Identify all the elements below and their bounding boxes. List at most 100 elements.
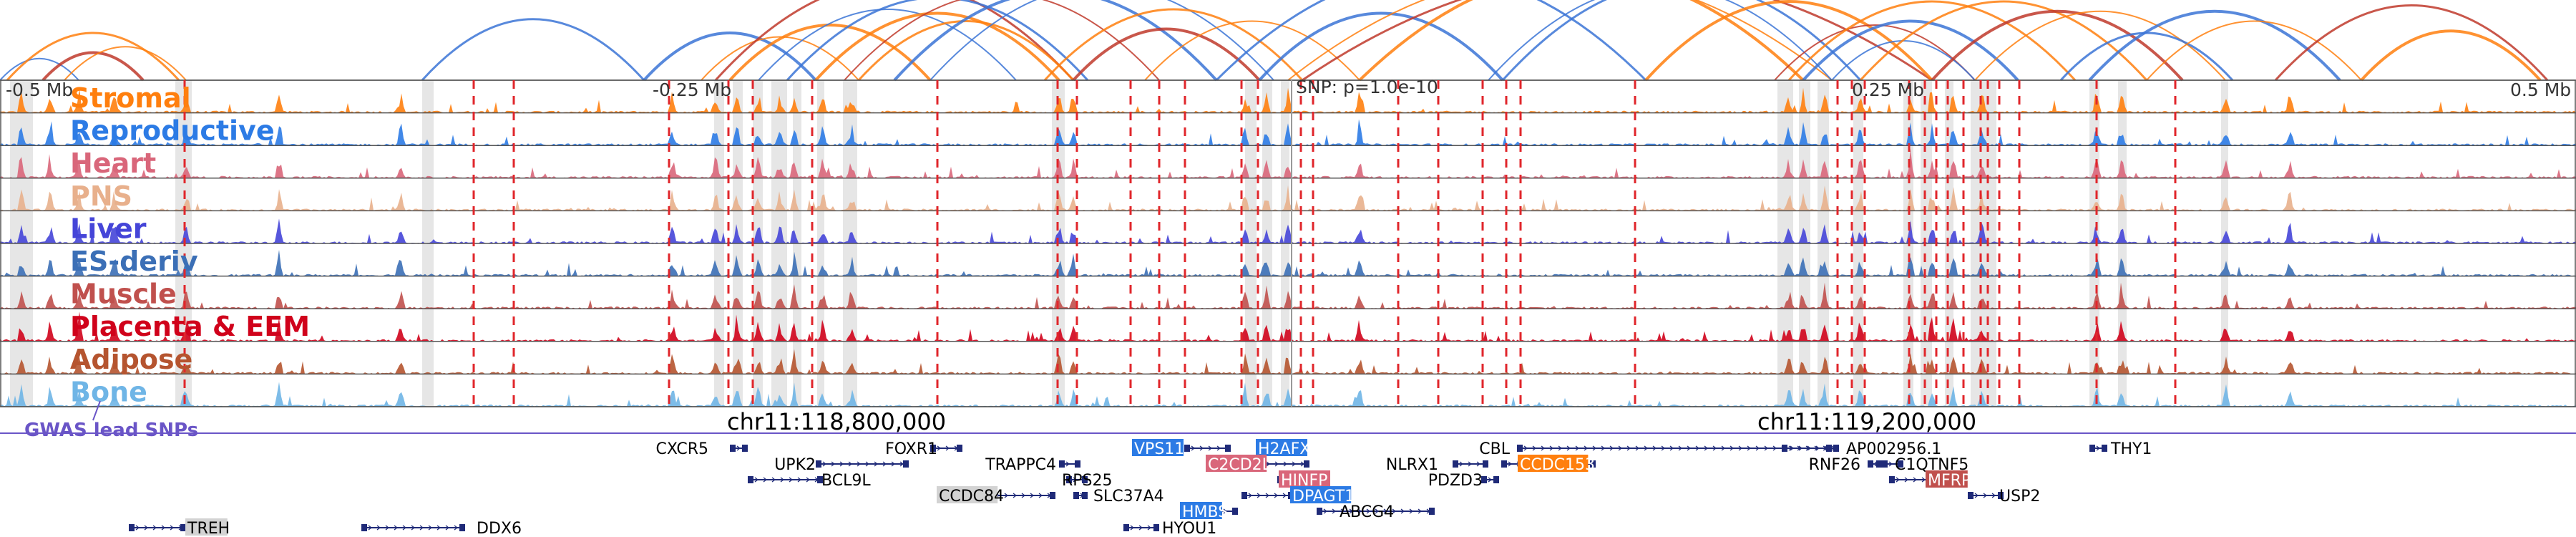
gene-usp2[interactable]: USP2 [1968,488,2040,505]
gene-ccdc84[interactable]: CCDC84 [937,486,1055,505]
gene-nlrx1[interactable]: NLRX1 [1386,456,1488,474]
gene-exon [1304,460,1309,468]
gene-label: HYOU1 [1162,520,1216,537]
gene-label: ABCG4 [1340,503,1394,521]
gene-rnf26[interactable]: RNF26 [1809,456,1882,474]
gene-treh[interactable]: TREH [129,518,230,537]
gene-exon [1876,460,1882,468]
interaction-arc [1072,27,1261,82]
gene-exon [1153,524,1159,531]
strand-arrow [1738,445,1742,451]
strand-arrow [1191,445,1195,451]
strand-arrow [1013,493,1017,498]
strand-arrow [1375,508,1379,514]
gene-thy1[interactable]: THY1 [2089,440,2152,458]
gene-exon [1590,460,1596,468]
strand-arrow [839,461,844,467]
gene-exon [2102,445,2107,452]
gene-exon [1184,445,1190,452]
interaction-arc [1787,0,2077,82]
strand-arrow [1383,508,1387,514]
gene-label: VPS11 [1134,440,1184,458]
signal-track-heart [0,148,2576,178]
strand-arrow [1392,508,1396,514]
strand-arrow [1130,525,1134,531]
gene-exon [1517,445,1523,452]
gene-label-highlight [1290,486,1352,503]
strand-arrow [1265,493,1269,498]
strand-arrow [1764,445,1768,451]
gene-exon [1889,476,1895,483]
gene-label-highlight [1180,502,1222,519]
gene-vps11[interactable]: VPS11 [1132,439,1231,458]
strand-arrow [1549,445,1553,451]
strand-arrow [1323,508,1327,514]
strand-arrow [1644,445,1648,451]
gene-label-highlight [1926,470,1968,488]
strand-arrow [1257,493,1261,498]
gene-foxr1[interactable]: FOXR1 [885,440,962,458]
gene-c2cd2l[interactable]: C2CD2L [1206,455,1309,474]
signal-track-reproductive [0,119,2576,146]
strand-arrow [428,525,432,531]
strand-arrow [1575,445,1579,451]
strand-arrow [144,525,148,531]
track-label: Adipose [70,344,192,375]
gene-bcl9l[interactable]: BCL9L [748,472,871,490]
interaction-arc [421,18,645,82]
gene-ccdc153[interactable]: CCDC153 [1501,455,1596,474]
interaction-arc [0,57,79,81]
gene-exon [1075,460,1080,468]
gene-exon [1882,460,1888,468]
gene-upk2[interactable]: UPK2 [774,456,909,474]
strand-arrow [394,525,398,531]
strand-arrow [1366,508,1370,514]
signal-track-muscle [0,282,2576,309]
gene-label: TREH [187,520,230,537]
strand-arrow [1004,493,1008,498]
signal-track-adipose [0,349,2576,374]
strand-arrow [1974,493,1979,498]
strand-arrow [1282,493,1287,498]
gene-cxcr5[interactable]: CXCR5 [656,440,748,458]
gene-label: CCDC153 [1520,456,1595,474]
strand-arrow [1721,445,1725,451]
strand-arrow [1797,445,1801,451]
gene-hmbs[interactable]: HMBS [1180,502,1238,521]
gene-slc37a4[interactable]: SLC37A4 [1073,488,1164,505]
gene-label: HMBS [1182,503,1228,521]
strand-arrow [1896,477,1900,483]
gene-exon [816,460,821,468]
coordinate-bar: chr11:118,800,000 chr11:119,200,000 GWAS… [0,400,2576,441]
gene-dpagt1[interactable]: DPAGT1 [1241,486,1355,505]
gene-abcg4[interactable]: ABCG4 [1317,503,1435,521]
gene-ap002956-1[interactable]: AP002956.1 [1782,440,1941,458]
strand-arrow [1601,445,1605,451]
strand-arrow [445,525,449,531]
gene-hyou1[interactable]: HYOU1 [1123,520,1216,537]
interaction-arc [701,36,859,81]
strand-arrow [797,477,801,483]
gene-label: RNF26 [1809,456,1860,474]
track-label: Reproductive [70,115,275,147]
strand-arrow [1038,493,1043,498]
strand-arrow [2096,445,2100,451]
interaction-arc [1358,0,1805,82]
gene-pdzd3[interactable]: PDZD3 [1428,472,1499,490]
interaction-arc [1859,0,2148,82]
gene-exon [1241,492,1247,499]
strand-arrow [806,477,810,483]
interaction-arc [2059,32,2234,82]
gene-h2afx[interactable]: H2AFX [1256,439,1310,458]
gene-label: BCL9L [821,472,871,490]
gene-ddx6[interactable]: DDX6 [361,520,522,537]
gene-label: RPS25 [1062,472,1113,490]
gene-rps25[interactable]: RPS25 [1062,472,1113,490]
gene-exon [1050,492,1055,499]
gene-trappc4[interactable]: TRAPPC4 [985,456,1080,474]
strand-arrow [1208,445,1212,451]
strand-arrow [857,461,861,467]
interaction-arc [643,32,817,82]
strand-arrow [1292,461,1296,467]
gene-mfrp[interactable]: MFRP [1889,470,1971,490]
